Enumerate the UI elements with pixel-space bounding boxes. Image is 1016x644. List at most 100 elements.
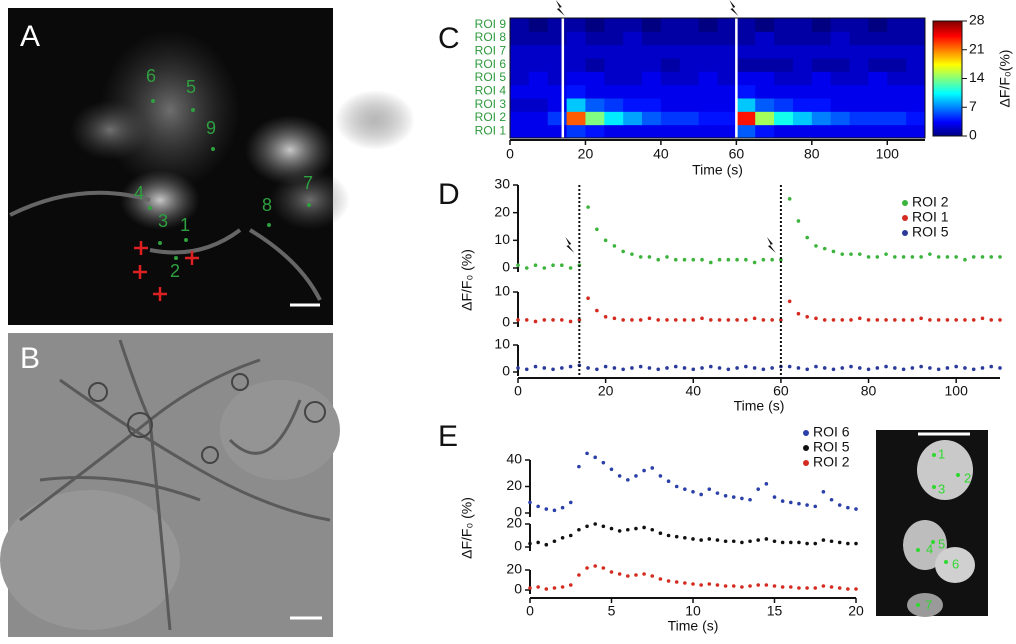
- data-point: [822, 246, 827, 251]
- data-point: [787, 364, 792, 369]
- data-point: [789, 585, 793, 589]
- x-tick-label: 60: [773, 383, 789, 399]
- heatmap-cell: [585, 71, 605, 86]
- heatmap-cell: [698, 31, 718, 46]
- data-point: [772, 584, 777, 588]
- heatmap-cell: [642, 84, 662, 99]
- heatmap-cell: [830, 31, 851, 46]
- heatmap-cell: [585, 84, 605, 99]
- data-point: [656, 257, 661, 262]
- data-point: [901, 318, 906, 322]
- data-point: [560, 318, 564, 322]
- data-point: [849, 364, 853, 369]
- roi-label: 5: [186, 77, 196, 97]
- data-point: [840, 366, 845, 370]
- heatmap-cell: [717, 98, 737, 112]
- data-point: [989, 318, 994, 322]
- heatmap-cell: [510, 44, 530, 59]
- legend-label: ROI 2: [912, 194, 949, 210]
- data-point: [665, 366, 669, 370]
- data-point: [998, 318, 1002, 322]
- data-point: [840, 318, 845, 322]
- x-tick-label: 15: [767, 603, 783, 619]
- data-point: [846, 505, 850, 510]
- data-point: [682, 366, 687, 370]
- heatmap-cell: [717, 58, 737, 72]
- data-point: [998, 366, 1002, 370]
- data-point: [665, 318, 669, 322]
- heatmap-cell: [736, 31, 756, 46]
- heatmap-cell: [849, 44, 869, 59]
- data-point: [551, 263, 555, 268]
- data-point: [524, 318, 529, 322]
- heatmap-cell: [528, 18, 549, 32]
- heatmap-cell: [510, 18, 530, 32]
- data-point: [717, 257, 722, 262]
- stimulus-icon: [555, 0, 565, 16]
- heatmap-cell: [566, 124, 586, 139]
- roi-label: 7: [925, 597, 932, 612]
- heatmap-cell: [623, 44, 643, 59]
- heatmap-cell: [755, 111, 775, 126]
- data-point: [682, 318, 687, 322]
- colorbar: [932, 20, 963, 137]
- data-point: [936, 318, 941, 322]
- data-point: [822, 318, 827, 322]
- heatmap-cell: [679, 44, 700, 59]
- heatmap-cell: [660, 44, 681, 59]
- data-point: [674, 534, 679, 539]
- data-point: [707, 582, 712, 586]
- y-tick-label: 0: [502, 314, 510, 330]
- heatmap-cell: [830, 18, 851, 32]
- data-point: [884, 364, 888, 369]
- data-point: [642, 468, 646, 473]
- data-point: [533, 263, 538, 268]
- roi-label: 4: [926, 541, 933, 556]
- data-point: [919, 316, 923, 321]
- heatmap-cell: [774, 111, 794, 126]
- heatmap-cell: [792, 84, 813, 99]
- heatmap-cell: [717, 111, 737, 126]
- heatmap-cell: [830, 111, 851, 126]
- data-point: [647, 316, 652, 321]
- data-point: [837, 540, 842, 545]
- data-point: [551, 318, 555, 322]
- heatmap-cell: [868, 98, 888, 112]
- data-point: [805, 315, 809, 319]
- heatmap-cell: [566, 44, 586, 59]
- heatmap-cell: [528, 98, 549, 112]
- heatmap-cell: [868, 31, 888, 46]
- data-point: [673, 318, 678, 322]
- data-point: [647, 255, 652, 259]
- data-point: [831, 367, 836, 372]
- data-point: [683, 487, 687, 491]
- data-point: [780, 499, 785, 503]
- data-point: [963, 318, 967, 322]
- data-point: [764, 482, 769, 486]
- data-point: [829, 539, 834, 544]
- heatmap-cell: [774, 44, 794, 59]
- heatmap-cell: [868, 111, 888, 126]
- data-point: [744, 364, 748, 369]
- data-point: [928, 366, 932, 370]
- legend-marker: [803, 445, 809, 451]
- roi-label: 1: [180, 215, 190, 235]
- heatmap-cell: [774, 58, 794, 72]
- data-point: [577, 573, 581, 577]
- heatmap-cell: [755, 58, 775, 72]
- data-point: [813, 504, 818, 509]
- heatmap-cell: [566, 98, 586, 112]
- heatmap-cell: [736, 71, 756, 86]
- data-point: [516, 318, 520, 322]
- data-point: [854, 507, 858, 511]
- y-tick-label: 20: [506, 561, 522, 577]
- data-point: [797, 540, 801, 545]
- data-point: [650, 574, 655, 578]
- heatmap-cell: [849, 71, 869, 86]
- heatmap-cell: [547, 98, 568, 112]
- x-tick-label: 20: [578, 146, 594, 162]
- data-point: [709, 318, 713, 322]
- data-point: [682, 257, 687, 262]
- data-point: [552, 539, 557, 544]
- y-axis-label: ΔF/F₀ (%): [459, 249, 475, 311]
